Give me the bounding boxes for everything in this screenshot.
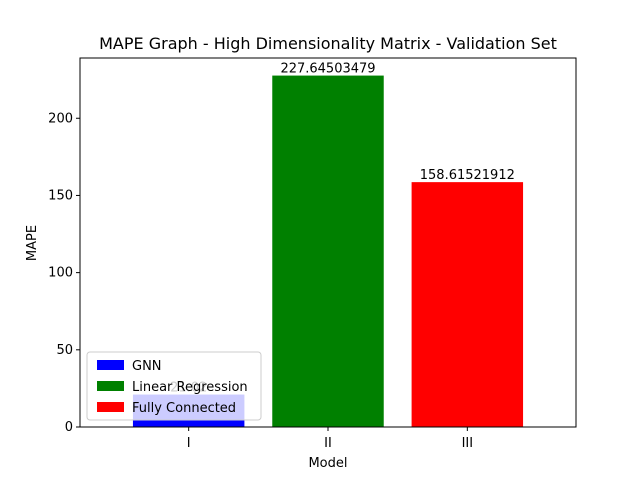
legend-swatch (97, 360, 124, 370)
y-axis-label: MAPE (25, 225, 40, 261)
legend-box (86, 351, 262, 421)
y-tick-label: 100 (48, 266, 73, 281)
legend-label: GNN (132, 359, 162, 374)
y-tick-label: 150 (48, 188, 73, 203)
data-label-III: 158.61521912 (420, 168, 515, 183)
y-tick-label: 0 (65, 420, 73, 435)
data-label-II: 227.64503479 (280, 62, 375, 77)
legend: GNN Linear Regression Fully Connected (86, 351, 262, 421)
bar-II (272, 75, 384, 428)
chart-title: MAPE Graph - High Dimensionality Matrix … (99, 34, 557, 53)
x-tick-label: I (187, 436, 191, 451)
legend-swatch (97, 381, 124, 391)
x-axis-label: Model (308, 456, 347, 471)
plot-frame (79, 57, 577, 428)
x-tick-label: III (462, 436, 474, 451)
legend-label: Fully Connected (132, 401, 236, 416)
y-tick-label: 50 (56, 343, 73, 358)
x-tick-label: II (324, 436, 332, 451)
legend-swatch (97, 402, 124, 412)
legend-label: Linear Regression (132, 380, 248, 395)
y-tick-label: 200 (48, 111, 73, 126)
bar-III (411, 182, 524, 427)
